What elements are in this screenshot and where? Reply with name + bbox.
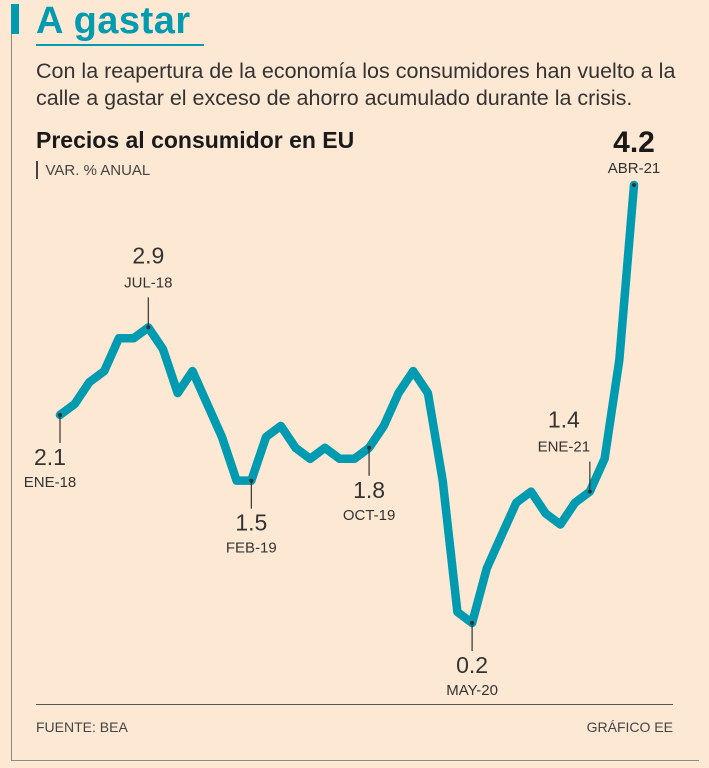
annotation-date: OCT-19: [343, 507, 396, 524]
annotation-dot: [58, 412, 62, 417]
annotation-date: MAY-20: [446, 682, 498, 699]
unit-text: VAR. % ANUAL: [45, 162, 151, 179]
unit-tick: [36, 161, 38, 179]
chart-title: Precios al consumidor en EU: [36, 127, 355, 153]
annotation-date: ENE-21: [538, 439, 591, 456]
annotation-dot: [470, 621, 475, 625]
annotation-date: JUL-18: [124, 274, 172, 291]
source-note: FUENTE: BEA: [36, 719, 128, 735]
annotation-value: 2.1: [34, 444, 66, 470]
annotation-date: ENE-18: [24, 474, 77, 491]
annotation-value: 1.4: [548, 407, 580, 433]
annotation-value-highlight: 4.2: [613, 126, 655, 159]
credit-note: GRÁFICO EE: [586, 719, 673, 735]
headline: A gastar: [36, 0, 191, 42]
graphic-frame: [11, 4, 699, 761]
footer-rule: [36, 704, 673, 705]
annotation-dot: [249, 478, 254, 483]
annotation-date: FEB-19: [226, 540, 277, 557]
annotation-dot: [632, 183, 636, 187]
annotation-value: 1.5: [235, 510, 267, 536]
headline-rule: [36, 44, 204, 46]
annotation-dot: [587, 489, 592, 494]
annotation-dot: [367, 445, 372, 450]
annotation-value: 2.9: [132, 242, 164, 268]
annotation-dot: [146, 325, 151, 330]
annotation-date: ABR-21: [608, 160, 661, 177]
cpi-series-line: [55, 180, 639, 628]
accent-bar: [11, 4, 19, 34]
annotation-value: 1.8: [353, 477, 385, 503]
dek: Con la reapertura de la economía los con…: [36, 59, 676, 110]
annotation-value: 0.2: [456, 652, 488, 678]
unit-label: VAR. % ANUAL: [36, 161, 150, 179]
